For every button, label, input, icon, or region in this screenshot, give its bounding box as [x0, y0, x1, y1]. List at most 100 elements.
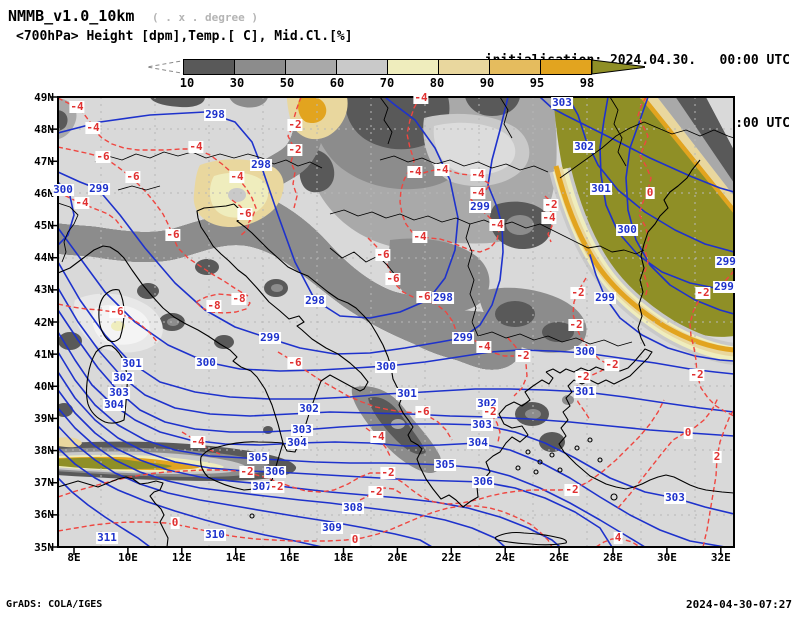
colorbar-tick-label: 95 — [529, 76, 545, 90]
height-contour-label: 298 — [204, 108, 226, 121]
colorbar-under-arrow — [146, 60, 184, 74]
map-frame — [57, 96, 735, 548]
lon-tick-label: 20E — [387, 551, 408, 564]
temp-contour-label: -2 — [575, 370, 591, 383]
lat-tick-label: 38N — [34, 444, 54, 458]
temp-contour-label: -2 — [543, 198, 559, 211]
temp-contour-label: -4 — [489, 218, 505, 231]
height-contour-label: 302 — [112, 371, 134, 384]
temp-contour-label: -6 — [287, 356, 303, 369]
height-contour-label: 307 — [251, 480, 273, 493]
lat-tick-label: 40N — [34, 379, 54, 393]
colorbar-tick-label: 30 — [229, 76, 245, 90]
lat-tick-label: 42N — [34, 315, 54, 329]
height-contour-label: 305 — [247, 451, 269, 464]
temp-contour-label: -4 — [370, 430, 386, 443]
temp-contour-label: -6 — [415, 405, 431, 418]
lat-tick-label: 43N — [34, 283, 54, 297]
temp-contour-label: -4 — [470, 186, 486, 199]
height-contour-label: 298 — [304, 294, 326, 307]
temp-contour-label: -2 — [568, 318, 584, 331]
height-contour-label: 302 — [573, 140, 595, 153]
temp-contour-label: -4 — [74, 196, 90, 209]
temp-contour-label: -2 — [482, 405, 498, 418]
plot-subtitle: <700hPa> Height [dpm],Temp.[ C], Mid.Cl.… — [16, 29, 353, 44]
lat-tick-label: 36N — [34, 508, 54, 522]
height-contour-label: 300 — [195, 356, 217, 369]
lon-tick-label: 10E — [117, 551, 138, 564]
temp-contour-label: -2 — [269, 480, 285, 493]
height-contour-label: 304 — [103, 398, 125, 411]
temp-contour-label: -6 — [416, 290, 432, 303]
colorbar-tick-label: 98 — [579, 76, 595, 90]
temp-contour-label: -2 — [570, 286, 586, 299]
lat-tick-label: 45N — [34, 219, 54, 233]
temp-contour-label: -6 — [375, 248, 391, 261]
height-contour-label: 310 — [204, 528, 226, 541]
height-contour-label: 299 — [452, 331, 474, 344]
temp-contour-label: -4 — [229, 170, 245, 183]
lat-tick-label: 47N — [34, 154, 54, 168]
colorbar-tick-label: 50 — [279, 76, 295, 90]
temp-contour-label: -6 — [125, 170, 141, 183]
colorbar-tick-label: 60 — [329, 76, 345, 90]
temp-contour-label: -4 — [69, 100, 85, 113]
temp-contour-label: -6 — [95, 150, 111, 163]
height-contour-label: 303 — [471, 418, 493, 431]
colorbar-segment — [541, 60, 592, 74]
lon-tick-label: 16E — [279, 551, 300, 564]
lon-tick-label: 32E — [710, 551, 731, 564]
lon-tick-label: 8E — [67, 551, 81, 564]
height-contour-label: 299 — [594, 291, 616, 304]
colorbar-over-arrow — [592, 59, 645, 75]
height-contour-label: 300 — [375, 360, 397, 373]
grads-credit: GrADS: COLA/IGES — [6, 599, 103, 610]
lat-tick-label: 39N — [34, 411, 54, 425]
height-contour-label: 303 — [108, 386, 130, 399]
creation-stamp: 2024-04-30-07:27 — [686, 598, 792, 611]
colorbar-segment — [439, 60, 491, 74]
country-borders — [58, 97, 734, 347]
temp-contour-label: -4 — [413, 91, 429, 104]
lat-tick-label: 35N — [34, 540, 54, 554]
colorbar-segment — [286, 60, 338, 74]
temp-contour-label: 0 — [683, 426, 693, 439]
temp-contour-label: 0 — [645, 186, 655, 199]
height-contour-label: 303 — [291, 423, 313, 436]
temp-contour-label: -4 — [190, 435, 206, 448]
colorbar-segment — [235, 60, 287, 74]
temp-contour-label: -4 — [407, 165, 423, 178]
height-contour-label: 299 — [259, 331, 281, 344]
lat-tick-label: 37N — [34, 476, 54, 490]
colorbar-segment — [184, 60, 236, 74]
temp-contour-label: -4 — [188, 140, 204, 153]
height-contour-label: 305 — [434, 458, 456, 471]
height-contour-label: 298 — [250, 158, 272, 171]
temp-contour-label: -4 — [470, 168, 486, 181]
temp-contour-label: -4 — [412, 230, 428, 243]
height-contour-label: 299 — [88, 182, 110, 195]
lon-tick-label: 22E — [441, 551, 462, 564]
lon-tick-label: 26E — [549, 551, 570, 564]
height-contour-label: 308 — [342, 501, 364, 514]
height-contour-label: 299 — [713, 280, 735, 293]
lon-tick-label: 28E — [603, 551, 623, 564]
height-contour-label: 303 — [551, 96, 573, 109]
colorbar-segment — [337, 60, 389, 74]
colorbar-tick-label: 10 — [179, 76, 195, 90]
lat-tick-label: 41N — [34, 347, 54, 361]
lon-tick-label: 18E — [333, 551, 354, 564]
colorbar-segments — [183, 59, 593, 75]
lon-tick-label: 24E — [495, 551, 516, 564]
temp-contour-label: -4 — [476, 340, 492, 353]
colorbar-segment — [490, 60, 542, 74]
temp-contour-label: -4 — [541, 211, 557, 224]
model-title: NMMB_v1.0_10km — [8, 7, 135, 25]
lon-tick-label: 30E — [656, 551, 677, 564]
temp-contour-label: -6 — [385, 272, 401, 285]
temp-contour-label: -2 — [515, 349, 531, 362]
temp-contour-label: 0 — [350, 533, 360, 546]
temp-contour-label: -2 — [368, 485, 384, 498]
